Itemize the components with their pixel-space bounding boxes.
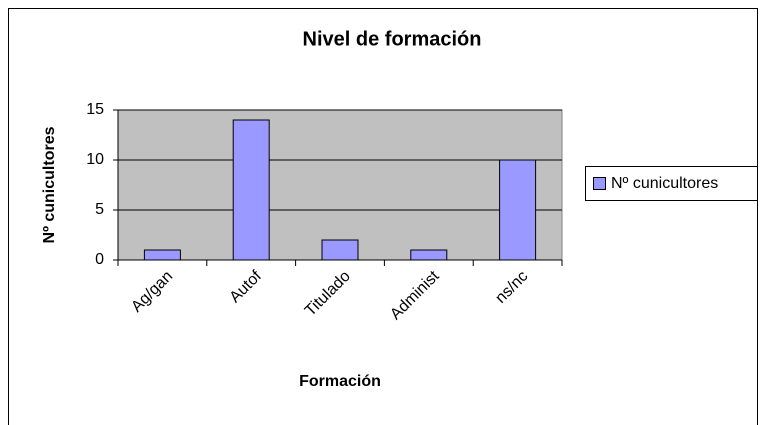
bar: [321, 239, 359, 261]
y-tick-label: 5: [95, 201, 104, 218]
bar: [499, 159, 537, 261]
bar: [143, 249, 181, 261]
x-axis-label: Formación: [299, 373, 381, 390]
bar: [232, 119, 270, 261]
legend-swatch: [593, 177, 606, 190]
legend-label: Nº cunicultores: [611, 175, 718, 192]
plot-area: [117, 109, 563, 261]
y-tick-label: 0: [95, 251, 104, 268]
legend-box: [585, 166, 758, 201]
y-tick-label: 15: [86, 101, 104, 118]
bar: [410, 249, 448, 261]
y-tick-label: 10: [86, 151, 104, 168]
chart-title: Nivel de formación: [303, 28, 482, 50]
y-axis-label: Nº cunicultores: [41, 126, 58, 243]
